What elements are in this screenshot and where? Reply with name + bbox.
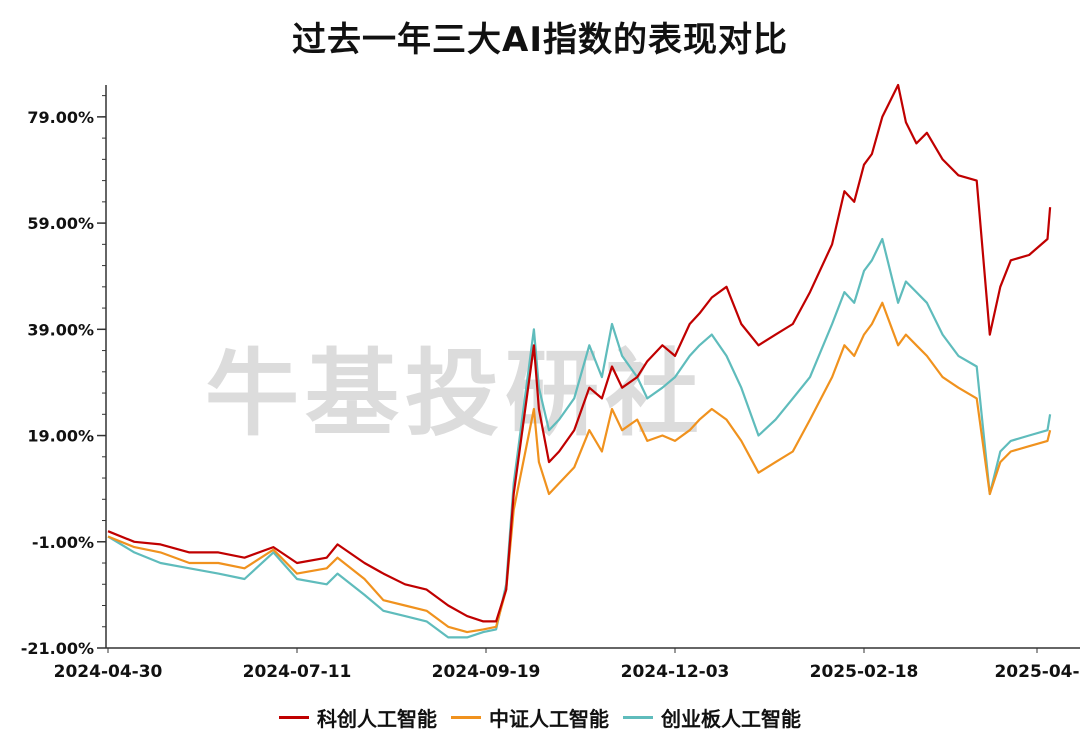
y-tick-label: 59.00% <box>27 214 94 233</box>
y-tick-label: -1.00% <box>32 533 94 552</box>
legend-swatch <box>279 716 309 719</box>
series-line-2 <box>107 301 1052 634</box>
legend-swatch <box>623 716 653 719</box>
x-tick-label: 2024-12-03 <box>621 662 730 682</box>
watermark: 牛基投研社 <box>205 340 706 449</box>
y-tick-label: 19.00% <box>27 427 94 446</box>
x-tick-label: 2025-04- <box>994 662 1079 682</box>
series-line-3 <box>107 237 1052 639</box>
chart-axes: -21.00% -1.00% 19.00% 39.00% 59.00% 79.00% 202… <box>21 85 1080 682</box>
legend-item: 科创人工智能 <box>279 703 437 732</box>
x-tick-label: 2024-04-30 <box>54 662 163 682</box>
chart-title: 过去一年三大AI指数的表现对比 <box>292 20 788 60</box>
legend-label: 中证人工智能 <box>489 707 609 731</box>
legend-item: 中证人工智能 <box>451 703 609 732</box>
legend-label: 科创人工智能 <box>317 707 437 731</box>
series-line-1 <box>107 83 1052 623</box>
x-tick-label: 2025-02-18 <box>810 662 919 682</box>
x-tick-label: 2024-09-19 <box>432 662 541 682</box>
legend: 科创人工智能 中证人工智能 创业板人工智能 <box>0 703 1080 732</box>
legend-label: 创业板人工智能 <box>661 707 801 731</box>
legend-swatch <box>451 716 481 719</box>
y-tick-label: -21.00% <box>21 639 94 658</box>
y-tick-label: 79.00% <box>27 108 94 127</box>
legend-item: 创业板人工智能 <box>623 703 801 732</box>
chart-series <box>107 83 1052 639</box>
y-tick-label: 39.00% <box>27 320 94 339</box>
x-tick-label: 2024-07-11 <box>243 662 352 682</box>
